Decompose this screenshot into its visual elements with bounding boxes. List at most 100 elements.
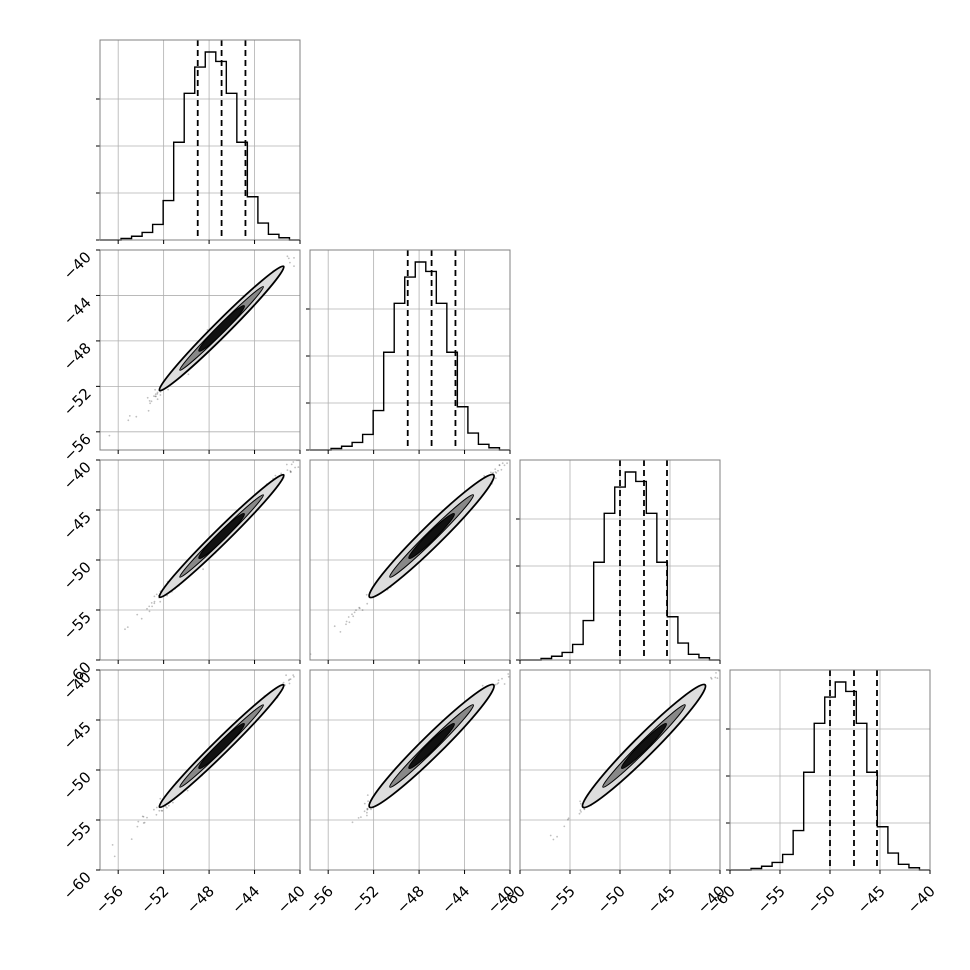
scatter-point: [289, 678, 292, 681]
histogram-1: [310, 261, 510, 451]
scatter-point: [366, 602, 369, 605]
contour-inner-2-0: [198, 512, 245, 560]
scatter-point: [147, 409, 150, 412]
scatter-point: [159, 394, 162, 396]
x-tick-label-3-1: −55: [754, 882, 789, 917]
scatter-point: [500, 468, 503, 471]
scatter-point: [149, 402, 152, 405]
scatter-point: [351, 821, 354, 824]
x-tick-label-1-2: −48: [393, 882, 428, 917]
scatter-point: [363, 810, 366, 813]
scatter-point: [286, 469, 289, 471]
scatter-point: [497, 469, 499, 472]
contour-inner-3-2: [620, 722, 668, 770]
scatter-point: [494, 683, 497, 686]
scatter-point: [366, 807, 369, 810]
scatter-point: [365, 593, 368, 596]
y-tick-label-3-2: −50: [60, 768, 95, 803]
scatter-point: [155, 813, 158, 816]
x-tick-label-1-1: −52: [347, 882, 382, 917]
y-tick-label-2-4: −40: [60, 458, 95, 493]
scatter-point: [166, 806, 168, 809]
scatter-point: [495, 472, 498, 474]
y-tick-label-3-3: −45: [60, 718, 95, 753]
scatter-point: [357, 817, 360, 819]
scatter-point: [290, 470, 292, 473]
scatter-point: [286, 255, 289, 258]
x-tick-label-3-4: −40: [904, 882, 939, 917]
scatter-point: [483, 475, 485, 477]
scatter-point: [142, 822, 145, 824]
scatter-point: [333, 625, 336, 628]
scatter-point: [293, 257, 295, 259]
scatter-point: [347, 616, 350, 618]
y-tick-label-1-4: −40: [60, 248, 95, 283]
scatter-point: [498, 464, 501, 466]
scatter-point: [202, 568, 205, 571]
scatter-point: [146, 816, 148, 819]
scatter-point: [567, 818, 569, 821]
scatter-point: [161, 809, 164, 812]
scatter-point: [494, 471, 497, 473]
scatter-point: [285, 463, 288, 466]
scatter-point: [506, 462, 508, 465]
scatter-point: [111, 844, 114, 846]
scatter-point: [351, 613, 353, 616]
scatter-point: [503, 464, 506, 467]
scatter-point: [497, 682, 500, 684]
scatter-point: [366, 811, 368, 814]
scatter-point: [292, 674, 295, 676]
scatter-point: [494, 468, 497, 470]
scatter-point: [126, 626, 129, 628]
scatter-point: [151, 605, 154, 608]
y-tick-label-2-1: −55: [60, 608, 95, 643]
scatter-point: [358, 606, 360, 609]
scatter-point: [294, 466, 296, 469]
scatter-point: [583, 808, 586, 810]
scatter-point: [289, 471, 292, 474]
scatter-point: [159, 797, 162, 800]
y-tick-label-2-2: −50: [60, 558, 95, 593]
scatter-point: [285, 674, 287, 677]
histogram-2: [520, 471, 720, 661]
scatter-point: [153, 602, 156, 605]
scatter-point: [716, 677, 719, 679]
scatter-point: [293, 675, 295, 678]
scatter-point: [355, 609, 357, 611]
scatter-point: [361, 609, 364, 611]
scatter-point: [348, 621, 351, 624]
scatter-point: [345, 623, 347, 626]
scatter-point: [552, 838, 555, 841]
scatter-point: [140, 617, 143, 620]
scatter-point: [293, 265, 295, 267]
scatter-point: [288, 682, 291, 685]
scatter-point: [494, 477, 497, 480]
scatter-point: [498, 464, 501, 467]
scatter-point: [153, 595, 156, 598]
scatter-point: [159, 600, 162, 603]
scatter-point: [153, 395, 155, 397]
scatter-point: [367, 800, 369, 803]
scatter-point: [172, 801, 174, 804]
scatter-point: [156, 393, 159, 395]
scatter-point: [186, 789, 189, 792]
x-tick-label-0-0: −56: [92, 882, 127, 917]
scatter-point: [339, 631, 342, 633]
scatter-point: [287, 679, 290, 682]
scatter-point: [292, 461, 295, 463]
scatter-point: [113, 855, 116, 858]
scatter-point: [136, 613, 139, 616]
scatter-point: [289, 470, 292, 472]
scatter-point: [135, 415, 138, 418]
scatter-point: [287, 257, 290, 260]
panel-frame-2-1: [309, 459, 511, 661]
scatter-point: [579, 802, 582, 805]
scatter-point: [290, 463, 293, 466]
scatter-point: [146, 607, 148, 610]
scatter-point: [154, 388, 157, 391]
scatter-point: [580, 811, 582, 813]
scatter-point: [108, 434, 111, 437]
scatter-point: [164, 805, 167, 808]
scatter-point: [127, 419, 130, 422]
scatter-point: [492, 471, 494, 474]
